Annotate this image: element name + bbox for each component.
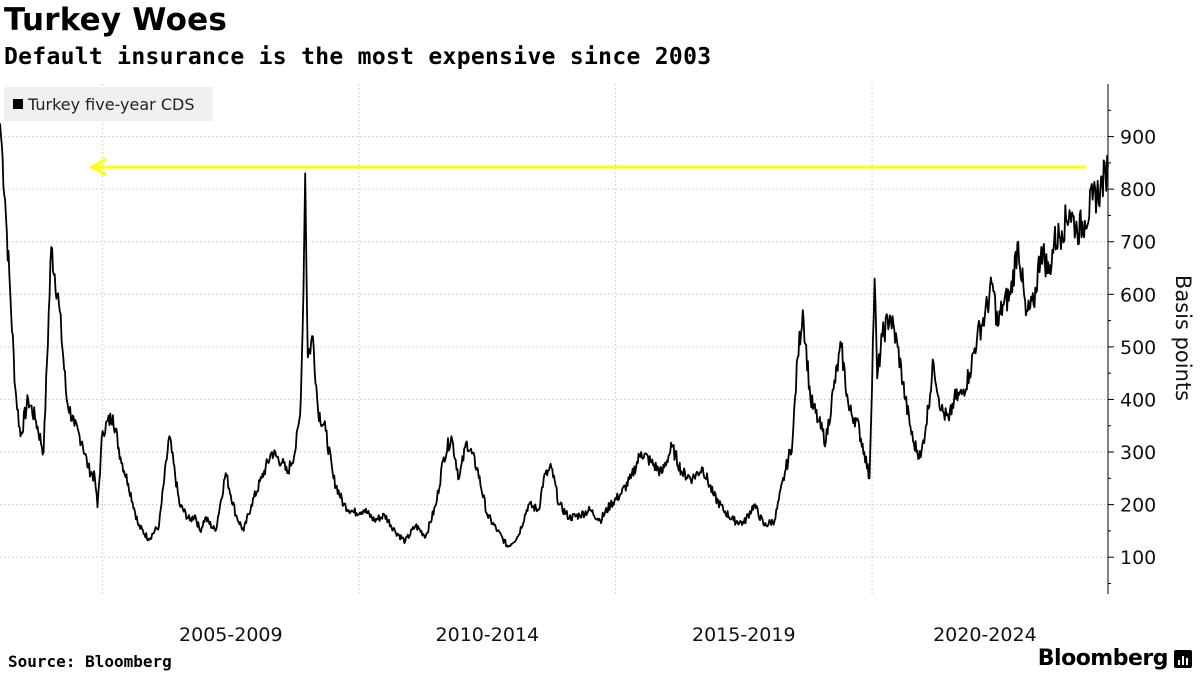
x-tick-label: 2020-2024 (933, 624, 1037, 646)
bloomberg-icon (1174, 650, 1192, 668)
y-tick-label: 400 (1120, 389, 1156, 411)
y-tick-label: 200 (1120, 495, 1156, 517)
y-axis-title: Basis points (1171, 275, 1195, 401)
brand-logo-text: Bloomberg (1037, 646, 1169, 671)
y-axis: 100 200 300 400 500 600 700 800 900 (1107, 84, 1156, 594)
reference-arrowhead (89, 157, 108, 177)
y-tick-label: 100 (1120, 547, 1156, 569)
y-tick-label: 300 (1120, 442, 1156, 464)
y-tick-label: 900 (1120, 127, 1156, 149)
x-tick-label: 2015-2019 (692, 624, 796, 646)
x-tick-label: 2010-2014 (436, 624, 540, 646)
x-axis: 2005-2009 2010-2014 2015-2019 2020-2024 (179, 624, 1037, 646)
legend-swatch (13, 99, 23, 109)
y-tick-label: 600 (1120, 284, 1156, 306)
y-tick-label: 800 (1120, 179, 1156, 201)
legend-label: Turkey five-year CDS (28, 94, 195, 114)
chart-title: Turkey Woes (4, 2, 227, 38)
series-line-turkey-cds (0, 123, 1109, 548)
series-layer (0, 123, 1109, 548)
y-tick-label: 500 (1120, 337, 1156, 359)
annotation-layer (89, 157, 1086, 177)
x-tick-label: 2005-2009 (179, 624, 283, 646)
gridlines (0, 84, 1108, 594)
y-tick-label: 700 (1120, 232, 1156, 254)
chart-legend: Turkey five-year CDS (4, 87, 213, 121)
source-note: Source: Bloomberg (8, 652, 172, 671)
chart-subtitle: Default insurance is the most expensive … (4, 44, 712, 70)
